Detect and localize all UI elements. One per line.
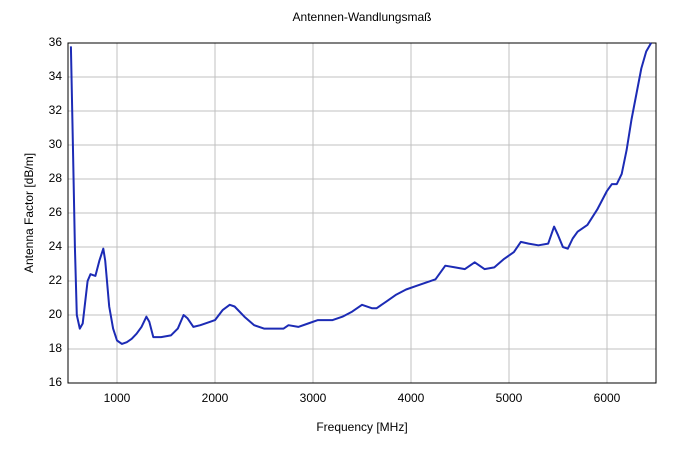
y-tick-label: 16 — [49, 375, 63, 389]
y-tick-label: 18 — [49, 341, 63, 355]
y-tick-label: 34 — [49, 69, 63, 83]
x-tick-label: 3000 — [300, 391, 327, 405]
y-tick-label: 22 — [49, 273, 63, 287]
plot-frame — [67, 42, 657, 384]
y-tick-label: 30 — [49, 137, 63, 151]
x-axis-label: Frequency [MHz] — [316, 420, 407, 434]
y-tick-label: 26 — [49, 205, 63, 219]
x-tick-label: 6000 — [594, 391, 621, 405]
x-tick-label: 1000 — [104, 391, 131, 405]
x-tick-label: 4000 — [398, 391, 425, 405]
y-tick-label: 28 — [49, 171, 63, 185]
y-tick-label: 24 — [49, 239, 63, 253]
chart-title: Antennen-Wandlungsmaß — [293, 10, 432, 24]
y-tick-label: 32 — [49, 103, 63, 117]
y-tick-label: 36 — [49, 35, 63, 49]
y-tick-label: 20 — [49, 307, 63, 321]
x-tick-label: 2000 — [202, 391, 229, 405]
y-axis-label: Antenna Factor [dB/m] — [22, 153, 36, 273]
data-line — [69, 42, 652, 345]
x-tick-label: 5000 — [496, 391, 523, 405]
